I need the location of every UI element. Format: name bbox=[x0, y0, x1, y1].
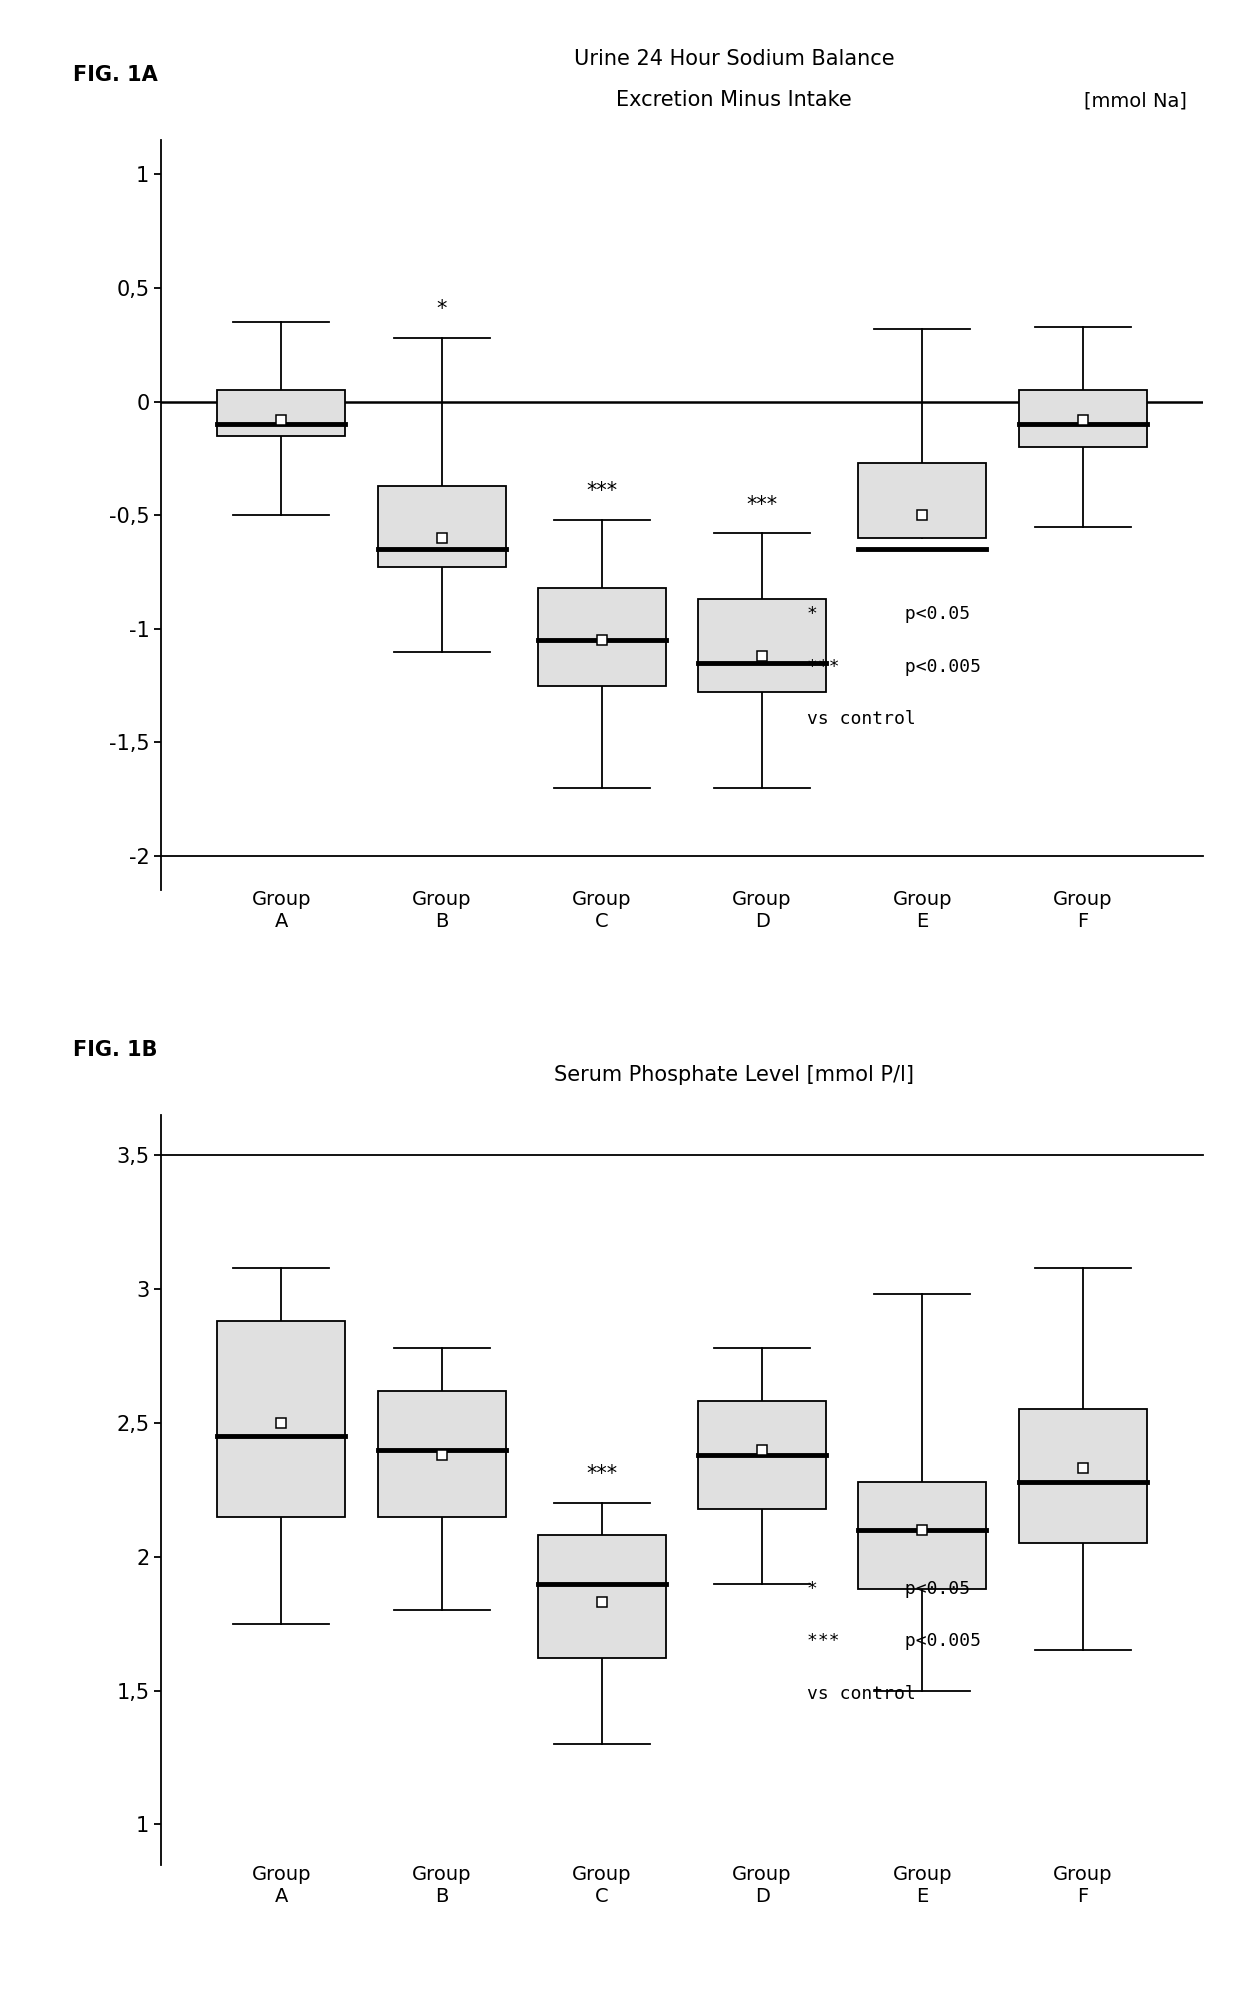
Text: Excretion Minus Intake: Excretion Minus Intake bbox=[616, 90, 852, 110]
Text: ***      p<0.005: *** p<0.005 bbox=[807, 1632, 981, 1650]
Text: Group
A: Group A bbox=[252, 890, 311, 930]
Text: vs control: vs control bbox=[807, 710, 916, 728]
Bar bbox=[217, 391, 346, 435]
Text: ***: *** bbox=[587, 481, 618, 501]
Bar bbox=[377, 485, 506, 567]
Text: Group
E: Group E bbox=[893, 1865, 952, 1905]
Text: vs control: vs control bbox=[807, 1684, 916, 1702]
Text: *        p<0.05: * p<0.05 bbox=[807, 1580, 970, 1598]
Text: Group
C: Group C bbox=[572, 1865, 631, 1905]
Bar bbox=[538, 587, 666, 686]
Bar bbox=[217, 1321, 346, 1516]
Bar bbox=[698, 1401, 826, 1508]
Text: *        p<0.05: * p<0.05 bbox=[807, 606, 970, 624]
Text: Urine 24 Hour Sodium Balance: Urine 24 Hour Sodium Balance bbox=[574, 50, 894, 68]
Bar bbox=[858, 1482, 987, 1588]
Text: Group
B: Group B bbox=[412, 890, 471, 930]
Text: ***: *** bbox=[587, 1464, 618, 1484]
Text: Group
B: Group B bbox=[412, 1865, 471, 1905]
Bar bbox=[538, 1536, 666, 1658]
Text: ***: *** bbox=[746, 495, 777, 515]
Text: ***      p<0.005: *** p<0.005 bbox=[807, 658, 981, 676]
Text: *: * bbox=[436, 299, 446, 319]
Text: [mmol Na]: [mmol Na] bbox=[1084, 92, 1187, 110]
Text: Group
D: Group D bbox=[733, 1865, 792, 1905]
Text: Group
C: Group C bbox=[572, 890, 631, 930]
Text: FIG. 1B: FIG. 1B bbox=[73, 1041, 157, 1061]
Text: Group
E: Group E bbox=[893, 890, 952, 930]
Bar bbox=[1018, 391, 1147, 447]
Text: FIG. 1A: FIG. 1A bbox=[73, 66, 157, 86]
Text: Group
F: Group F bbox=[1053, 890, 1112, 930]
Text: Group
A: Group A bbox=[252, 1865, 311, 1905]
Text: Serum Phosphate Level [mmol P/l]: Serum Phosphate Level [mmol P/l] bbox=[554, 1065, 914, 1085]
Text: Group
F: Group F bbox=[1053, 1865, 1112, 1905]
Bar bbox=[377, 1391, 506, 1516]
Bar bbox=[1018, 1410, 1147, 1544]
Bar bbox=[698, 599, 826, 692]
Text: Group
D: Group D bbox=[733, 890, 792, 930]
Bar bbox=[858, 463, 987, 537]
